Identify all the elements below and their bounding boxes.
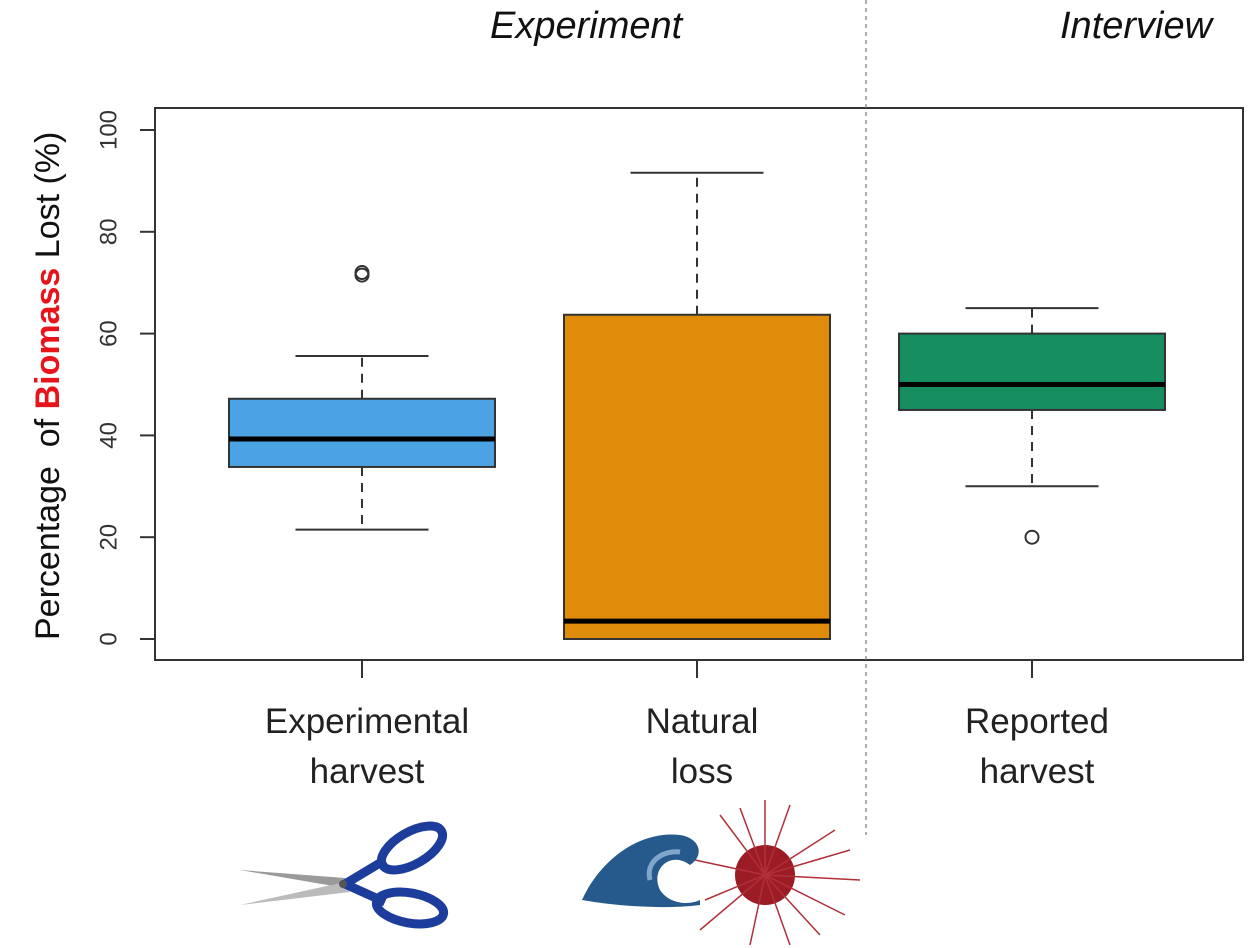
y-tick-label: 20: [95, 524, 122, 551]
scissors-icon: [240, 821, 449, 929]
y-label-part: Percentage of: [29, 418, 67, 640]
wave-icon: [582, 834, 700, 908]
box: [563, 313, 831, 640]
urchin-icon: [694, 800, 861, 946]
y-tick-label: 40: [95, 422, 122, 449]
section-label: Interview: [1060, 5, 1213, 47]
y-tick-label: 80: [95, 218, 122, 245]
outlier: [354, 267, 370, 283]
y-label-highlight: Biomass: [29, 268, 67, 410]
box: [228, 397, 496, 468]
outlier: [1024, 529, 1040, 545]
x-tick-label: Experimental harvest: [264, 702, 470, 791]
box: [898, 332, 1166, 411]
section-label: Experiment: [490, 5, 683, 47]
x-tick-label: Natural loss: [645, 702, 759, 791]
y-tick-label: 0: [95, 632, 122, 645]
y-tick-label: 60: [95, 320, 122, 347]
x-tick-label: Reported harvest: [965, 702, 1109, 791]
y-label-part: Lost (%): [29, 132, 67, 259]
y-axis-label: Percentage of Biomass Lost (%): [29, 132, 67, 640]
y-tick-label: 100: [95, 110, 122, 150]
